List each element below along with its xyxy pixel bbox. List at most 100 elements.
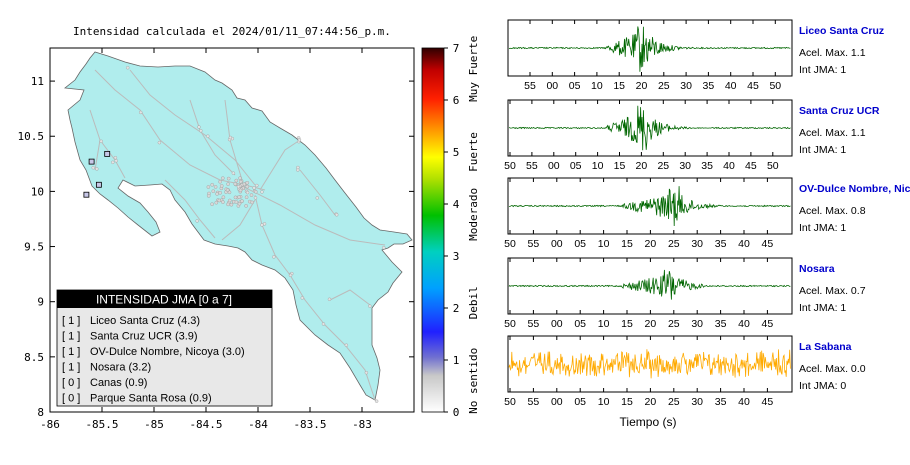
legend-item-name: Parque Santa Rosa (0.9) — [90, 393, 212, 405]
seismogram-trace — [508, 269, 791, 300]
station-name: OV-Dulce Nombre, Nicoya — [799, 183, 910, 195]
legend-item-name: OV-Dulce Nombre, Nicoya (3.0) — [90, 346, 245, 358]
station-max-accel: Acel. Max. 0.8 — [799, 205, 866, 217]
seismogram-tick-label: 10 — [598, 318, 610, 330]
map-x-tick-label: -83 — [352, 418, 372, 431]
town-dot — [231, 171, 236, 175]
town-dot — [221, 200, 225, 204]
town-dot — [95, 167, 99, 171]
colorbar-tick-label: 2 — [453, 302, 460, 315]
town-dot — [157, 140, 162, 145]
station-jma-intensity: Int JMA: 1 — [799, 64, 846, 76]
seismogram-tick-label: 30 — [680, 80, 692, 92]
colorbar-ticks: 0 1 2 3 4 5 6 7 — [444, 42, 460, 419]
seismogram-tick-label: 35 — [701, 160, 713, 172]
map-y-tick-label: 8.5 — [24, 351, 44, 364]
road-line — [239, 184, 386, 246]
town-dot — [253, 196, 258, 200]
colorbar-tick-label: 1 — [453, 354, 460, 367]
town-markers — [91, 66, 386, 403]
station-jma-intensity: Int JMA: 0 — [799, 380, 846, 392]
map-y-tick-label: 10.5 — [18, 130, 45, 143]
road-line — [221, 199, 256, 241]
legend-item-level: [ 1 ] — [62, 362, 80, 374]
station-marker — [95, 181, 102, 188]
legend-body — [56, 289, 273, 407]
seismogram-tick-label: 55 — [526, 160, 538, 172]
map-land — [63, 51, 413, 403]
seismogram-tick-label: 50 — [769, 80, 781, 92]
seismogram-tick-label: 45 — [762, 238, 774, 250]
seismogram-tick-label: 00 — [546, 80, 558, 92]
map-x-tick-label: -84 — [248, 418, 268, 431]
seismogram-trace — [508, 105, 791, 151]
colorbar-tick-label: 7 — [453, 42, 460, 55]
town-dot — [210, 202, 214, 206]
town-dot — [245, 190, 250, 195]
seismogram-tick-label: 30 — [691, 238, 703, 250]
seismogram-tick-label: 15 — [613, 80, 625, 92]
town-dot — [260, 190, 264, 194]
legend-item-name: Liceo Santa Cruz (4.3) — [90, 315, 200, 327]
colorbar-category-label: No sentido — [467, 348, 480, 414]
station-max-accel: Acel. Max. 1.1 — [799, 127, 866, 139]
town-dot — [214, 200, 219, 205]
town-dot — [211, 189, 216, 193]
town-dot — [260, 223, 264, 227]
town-dot — [315, 196, 319, 200]
town-dot — [126, 66, 130, 70]
legend-item-level: [ 0 ] — [62, 393, 80, 405]
road-line — [89, 109, 101, 171]
map-frame — [49, 47, 415, 413]
town-dot — [225, 188, 230, 192]
colorbar-tick-label: 4 — [453, 198, 460, 211]
seismogram-tick-label: 45 — [762, 318, 774, 330]
town-dot — [374, 399, 379, 403]
town-dot — [237, 201, 242, 206]
seismogram-panel: 55 00 05 10 15 20 25 30 35 40 45 50 Liceo Santa Cruz… — [507, 19, 884, 92]
road-line — [164, 179, 216, 239]
town-dot — [364, 371, 369, 375]
town-dot — [99, 139, 103, 144]
seismogram-tick-label: 50 — [504, 238, 516, 250]
town-dot — [227, 198, 232, 203]
town-dot — [221, 195, 226, 199]
map-y-tick-label: 9.5 — [24, 241, 44, 254]
seismogram-tick-label: 05 — [574, 396, 586, 408]
station-name: Liceo Santa Cruz — [799, 25, 884, 37]
road-line — [129, 69, 256, 186]
map-x-axis: -86 -85.5 -85 -84.5 -84 -83.5 -83 — [40, 48, 372, 431]
seismogram-tick-label: 55 — [528, 238, 540, 250]
seismogram-tick-label: 00 — [551, 396, 563, 408]
legend-item-level: [ 1 ] — [62, 331, 80, 343]
seismogram-tick-label: 45 — [745, 160, 757, 172]
town-dot — [244, 204, 248, 208]
seismogram-tick-label: 20 — [645, 238, 657, 250]
seismogram-tick-label: 55 — [524, 80, 536, 92]
seismogram-panels: 55 00 05 10 15 20 25 30 35 40 45 50 Liceo Santa Cruz… — [504, 19, 910, 408]
map-x-tick-label: -85.5 — [85, 418, 118, 431]
colorbar-scale — [421, 47, 445, 413]
seismogram-trace — [508, 186, 791, 227]
seismogram-tick-label: 30 — [691, 396, 703, 408]
town-dot — [288, 273, 293, 278]
intensity-legend: INTENSIDAD JMA [0 a 7] [ 1 ] Liceo Santa … — [56, 289, 273, 407]
seismogram-tick-label: 40 — [738, 396, 750, 408]
station-max-accel: Acel. Max. 1.1 — [799, 47, 866, 59]
seismogram-tick-label: 55 — [528, 396, 540, 408]
seismogram-tick-label: 05 — [570, 160, 582, 172]
seismogram-tick-label: 05 — [574, 318, 586, 330]
seismogram-tick-label: 20 — [645, 396, 657, 408]
town-dot — [215, 192, 219, 196]
map-y-tick-label: 11 — [31, 75, 44, 88]
town-dot — [195, 219, 199, 223]
town-dot — [382, 246, 386, 250]
town-dot — [327, 297, 332, 301]
town-dot — [253, 189, 258, 194]
seismogram-tick-label: 30 — [679, 160, 691, 172]
seismogram-tick-label: 20 — [645, 318, 657, 330]
seismogram-tick-label: 00 — [551, 318, 563, 330]
town-dot — [234, 200, 239, 204]
town-dot — [244, 195, 249, 199]
legend-header — [57, 290, 272, 308]
